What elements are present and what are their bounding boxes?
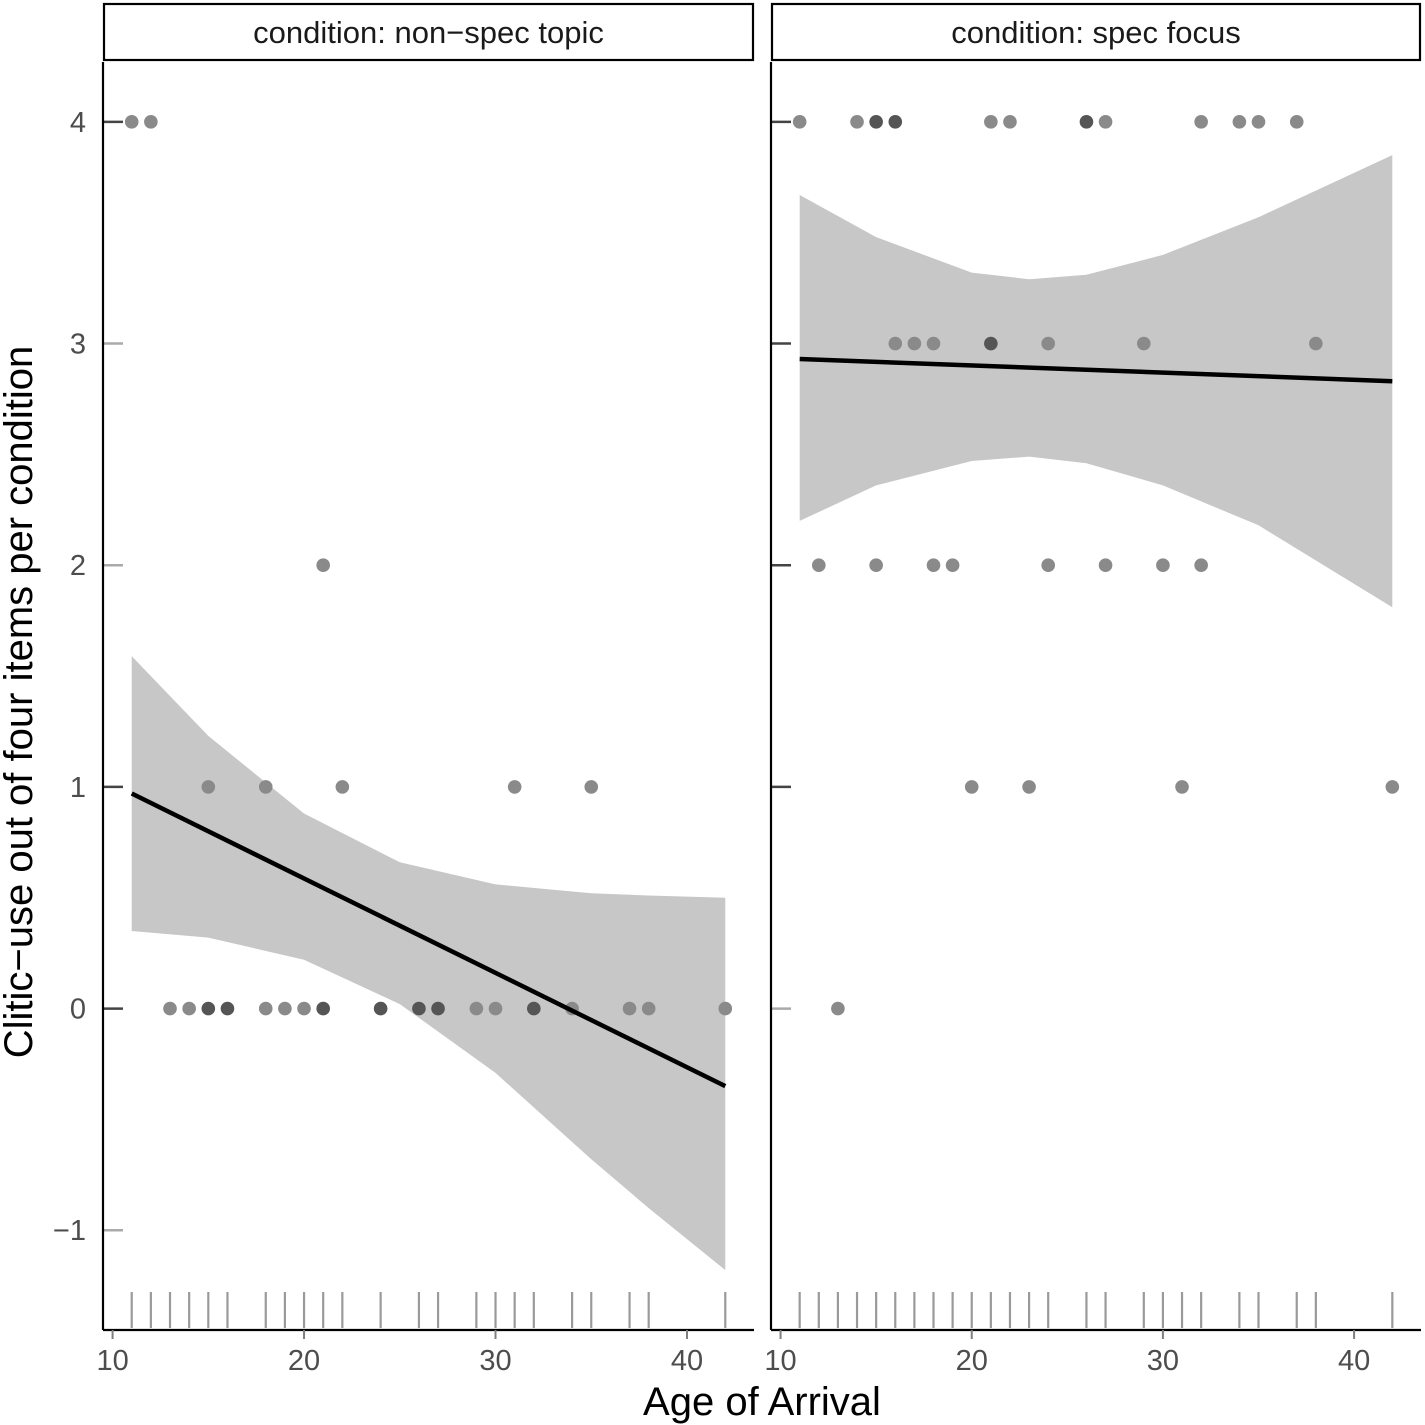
y-tick-label: −1	[53, 1215, 86, 1247]
data-point	[641, 1001, 656, 1016]
facet-strip	[102, 2, 755, 62]
data-point	[144, 115, 158, 129]
data-point	[926, 558, 941, 573]
x-tick-label: 30	[479, 1345, 511, 1377]
data-point	[163, 1001, 177, 1016]
y-tick-label: 2	[70, 550, 86, 582]
facet-strip	[770, 2, 1422, 62]
data-point	[335, 780, 350, 794]
data-point	[869, 558, 883, 573]
y-tick-label: 3	[70, 329, 86, 361]
data-point	[1022, 780, 1036, 794]
x-tick-label: 40	[1338, 1345, 1370, 1377]
data-point	[278, 1001, 292, 1016]
data-point	[1136, 336, 1151, 351]
confidence-band	[131, 656, 726, 1271]
data-point	[584, 780, 599, 794]
data-point	[1156, 558, 1170, 573]
data-point	[718, 1001, 733, 1016]
data-point	[1385, 780, 1400, 794]
panel-spec-focus: condition: spec focus 10 20 30 40	[764, 2, 1422, 1377]
panel-non-spec-topic: condition: non−spec topic 10 20 30 40	[96, 2, 755, 1377]
data-point	[888, 336, 903, 351]
data-point	[297, 1001, 311, 1016]
x-tick-label: 40	[671, 1345, 703, 1377]
data-point	[1251, 115, 1266, 129]
facet-strip-label: condition: non−spec topic	[253, 15, 604, 50]
y-tick-label: 4	[70, 107, 86, 139]
data-point	[220, 1001, 235, 1016]
data-point	[258, 780, 273, 794]
y-tick-label: 0	[70, 994, 86, 1026]
y-axis-title: Clitic−use out of four items per conditi…	[0, 346, 41, 1059]
data-point	[888, 115, 903, 129]
data-point	[527, 1001, 541, 1016]
data-point	[792, 115, 807, 129]
facet-strip-label: condition: spec focus	[951, 15, 1241, 50]
x-tick-label: 20	[288, 1345, 320, 1377]
x-tick-label: 30	[1147, 1345, 1179, 1377]
data-point	[258, 1001, 273, 1016]
data-point	[831, 1001, 845, 1016]
data-point	[1289, 115, 1304, 129]
data-point	[926, 336, 941, 351]
data-point	[1175, 780, 1189, 794]
data-point	[850, 115, 864, 129]
data-point	[869, 115, 883, 129]
data-point	[1098, 558, 1113, 573]
x-tick-label: 10	[96, 1345, 128, 1377]
data-point	[1041, 558, 1056, 573]
data-point	[488, 1001, 503, 1016]
data-point	[469, 1001, 484, 1016]
data-point	[201, 780, 216, 794]
data-point	[1194, 558, 1208, 573]
x-tick-label: 20	[956, 1345, 988, 1377]
regression-line	[799, 356, 1393, 384]
data-point	[1194, 115, 1208, 129]
data-point	[1041, 336, 1056, 351]
data-point	[316, 1001, 330, 1016]
data-point	[1079, 115, 1094, 129]
data-point	[1309, 336, 1323, 351]
confidence-band	[799, 155, 1393, 608]
data-point	[811, 558, 826, 573]
data-point	[984, 115, 998, 129]
data-point	[1232, 115, 1247, 129]
data-point	[373, 1001, 388, 1016]
data-point	[1098, 115, 1113, 129]
y-axis-tick-labels: −1 0 1 2 3 4	[53, 107, 86, 1247]
x-tick-label: 10	[764, 1345, 796, 1377]
regression-line	[130, 791, 727, 1089]
data-point	[984, 336, 998, 351]
data-point	[412, 1001, 426, 1016]
data-point	[316, 558, 330, 573]
data-point	[182, 1001, 196, 1016]
data-point	[124, 115, 139, 129]
data-point	[431, 1001, 445, 1016]
data-point	[507, 780, 522, 794]
data-point	[622, 1001, 637, 1016]
x-axis-title: Age of Arrival	[643, 1380, 881, 1424]
data-point	[964, 780, 979, 794]
data-point	[907, 336, 922, 351]
data-point	[201, 1001, 216, 1016]
data-point	[1003, 115, 1017, 129]
y-tick-label: 1	[70, 772, 86, 804]
data-point	[945, 558, 960, 573]
